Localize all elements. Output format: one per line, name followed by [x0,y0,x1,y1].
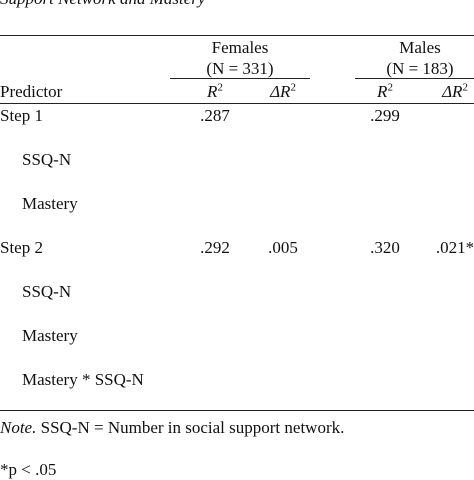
bottom-rule [0,410,474,411]
predictor-label: Mastery [22,194,78,213]
stat-symbol: ΔR [442,82,463,101]
step-label: Step 1 [0,106,43,125]
cell-value: .021* [435,238,474,257]
stat-symbol: R [377,82,388,101]
stat-superscript: 2 [387,81,393,94]
predictor-label: Mastery * SSQ-N [22,370,144,389]
stat-symbol: ΔR [270,82,291,101]
footnote: *p < .05 [0,460,57,479]
cell-value: .005 [268,238,298,257]
column-header: Predictor [0,82,63,101]
group-sample: (N = 331) [206,59,274,78]
stat-superscript: 2 [217,81,223,94]
group-rule [355,78,474,79]
note-text: SSQ-N = Number in social support network… [36,418,345,437]
predictor-label: SSQ-N [22,150,72,169]
cell-value: .299 [370,106,400,125]
group-sample: (N = 183) [386,59,454,78]
cell-value: .292 [200,238,230,257]
note-lead: Note. [0,418,37,437]
predictor-label: Mastery [22,326,78,345]
step-label: Step 2 [0,238,43,257]
cell-value: .320 [370,238,400,257]
group-name: Females [211,38,269,57]
stat-header: R2 [207,82,223,102]
stat-superscript: 2 [462,81,468,94]
stat-superscript: 2 [290,81,296,94]
top-rule [0,35,474,36]
table-note: Note. SSQ-N = Number in social support n… [0,418,344,438]
stat-symbol: R [207,82,218,101]
table-title: Support Network and Mastery [0,0,205,9]
stat-header: ΔR2 [270,82,296,102]
cell-value: .287 [200,106,230,125]
group-rule [170,78,310,79]
header-rule [0,103,474,104]
stat-header: ΔR2 [442,82,468,102]
predictor-label: SSQ-N [22,282,72,301]
stat-header: R2 [377,82,393,102]
group-name: Males [399,38,441,57]
